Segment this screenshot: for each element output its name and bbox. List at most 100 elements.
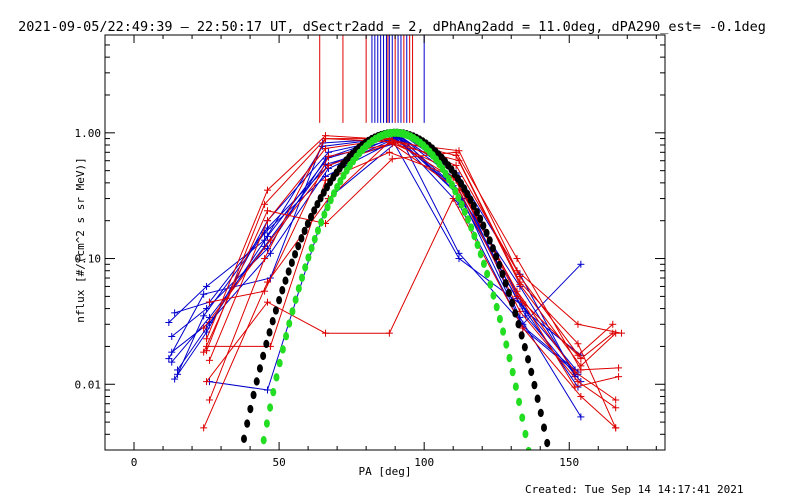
x-axis-label: PA [deg] — [359, 465, 412, 478]
data-point-red — [519, 324, 527, 332]
data-point-red — [574, 320, 582, 328]
fit-curve-point — [288, 258, 295, 267]
data-point-red — [513, 255, 521, 263]
data-point-blue — [263, 386, 271, 394]
fit-curve-point — [468, 223, 475, 232]
fit-curve-point — [509, 367, 516, 377]
fit-curve-point — [452, 186, 459, 196]
data-point-red — [455, 157, 463, 165]
fit-curve-point — [496, 314, 503, 324]
fit-curve-point — [470, 201, 477, 211]
data-point-blue — [261, 242, 269, 250]
fit-curve-point — [500, 327, 507, 336]
data-point-red — [322, 145, 330, 153]
fit-curve-point — [474, 240, 481, 250]
data-point-red — [261, 287, 269, 295]
fit-curve-point — [544, 438, 551, 448]
fit-curve-point — [240, 434, 247, 443]
fit-curve-point — [547, 455, 553, 463]
data-point-red — [200, 324, 208, 332]
fit-curve-point — [269, 317, 276, 326]
x-tick-label: 50 — [272, 456, 285, 469]
data-point-red — [513, 287, 521, 295]
fit-curve-point — [480, 221, 487, 230]
data-point-red — [612, 329, 620, 337]
created-timestamp: Created: Tue Sep 14 14:17:41 2021 — [525, 483, 744, 496]
y-tick-label: 1.00 — [75, 127, 102, 140]
data-point-red — [612, 396, 620, 404]
fit-curve-point — [493, 252, 500, 261]
data-point-blue — [200, 312, 208, 320]
data-point-red — [200, 348, 208, 356]
chart-title: 2021-09-05/22:49:39 – 22:50:17 UT, dSect… — [18, 19, 766, 35]
series-line-red — [203, 141, 616, 429]
fit-curve-point — [515, 320, 522, 329]
fit-curve-point — [477, 214, 484, 223]
fit-curve-point — [509, 298, 516, 308]
data-point-red — [577, 392, 585, 400]
fit-curve-point — [286, 319, 293, 328]
data-point-red — [574, 351, 582, 359]
fit-curve-point — [295, 284, 302, 293]
data-point-red — [266, 236, 274, 244]
fit-curve-point — [512, 309, 519, 318]
y-tick-label: 0.01 — [75, 378, 102, 391]
data-point-red — [324, 161, 332, 169]
fit-curve-point — [256, 364, 263, 373]
data-point-red — [263, 186, 271, 194]
fit-curve-point — [273, 373, 280, 382]
fit-curve-point — [299, 273, 306, 282]
fit-curve-point — [318, 218, 325, 227]
fit-curve-point — [258, 453, 264, 461]
fit-curve-point — [321, 210, 328, 219]
data-point-red — [324, 152, 332, 160]
data-point-blue — [171, 309, 179, 317]
fit-curve-point — [499, 269, 506, 279]
fit-curve-point — [471, 231, 478, 241]
fit-curve-point — [505, 288, 512, 298]
fit-curve-point — [292, 250, 299, 259]
data-point-red — [261, 200, 269, 208]
data-point-red — [203, 378, 211, 386]
y-tick-label: 0.10 — [75, 253, 102, 266]
data-point-red — [388, 155, 396, 163]
series-line-blue — [168, 136, 576, 377]
series-line-red — [206, 151, 616, 401]
fit-curve-point — [327, 195, 334, 205]
fit-curve-point — [484, 269, 491, 279]
data-point-red — [516, 278, 524, 286]
fit-curve-point — [295, 241, 302, 251]
data-point-red — [205, 298, 213, 306]
data-point-red — [615, 373, 623, 381]
data-point-blue — [577, 260, 585, 268]
fit-curve-point — [283, 332, 290, 341]
fit-curve-point — [521, 342, 528, 352]
fit-curve-point — [502, 279, 509, 288]
fit-curve-point — [311, 234, 318, 244]
fit-curve-point — [308, 243, 315, 253]
fit-curve-point — [298, 234, 305, 243]
data-point-red — [205, 356, 213, 364]
fit-curve-point — [493, 302, 500, 312]
fit-curve-point — [334, 182, 341, 192]
plot-area — [165, 35, 625, 463]
fit-curve-point — [496, 260, 503, 270]
fit-curve-point — [525, 446, 532, 450]
data-point-blue — [168, 358, 176, 366]
series-line-blue — [174, 135, 582, 380]
fit-curve-point — [276, 358, 283, 368]
fit-curve-point — [301, 226, 308, 236]
x-tick-label: 150 — [559, 456, 579, 469]
fit-curve-point — [519, 413, 526, 422]
fit-curve-point — [490, 291, 497, 300]
x-tick-label: 0 — [131, 456, 138, 469]
fit-curve-point — [516, 397, 523, 407]
series-line-blue — [209, 137, 582, 391]
data-point-blue — [455, 249, 463, 257]
fit-curve-point — [285, 267, 292, 276]
fit-curve-point — [304, 219, 311, 228]
series-line-red — [203, 151, 619, 371]
data-point-blue — [203, 282, 211, 290]
data-point-red — [574, 378, 582, 386]
data-point-red — [609, 320, 617, 328]
